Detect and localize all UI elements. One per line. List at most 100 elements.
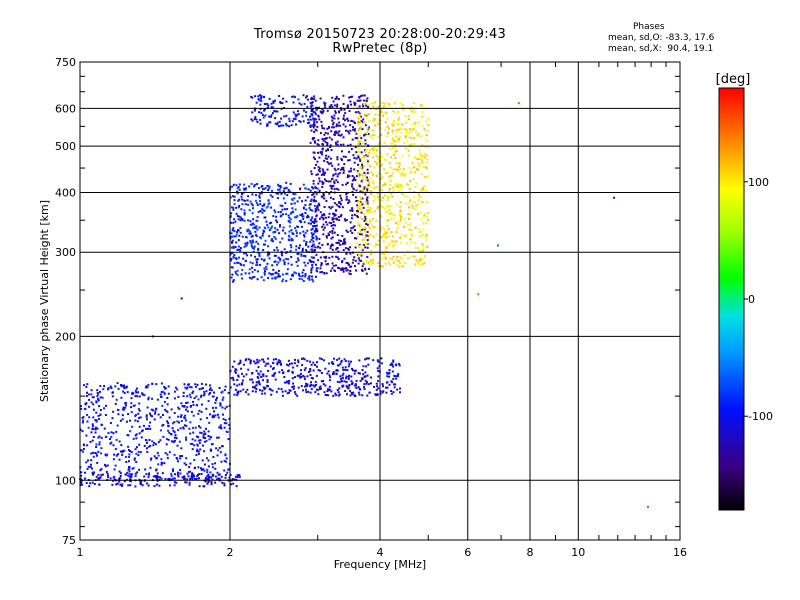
data-point <box>349 100 352 103</box>
data-point <box>317 245 320 248</box>
data-point <box>258 380 260 383</box>
data-point <box>316 224 318 227</box>
data-point <box>391 123 394 126</box>
data-point <box>322 192 325 195</box>
data-point <box>277 185 280 187</box>
data-point <box>221 406 224 409</box>
data-point <box>361 208 364 211</box>
data-point <box>425 233 428 236</box>
data-point <box>233 230 236 233</box>
data-point <box>274 117 277 120</box>
data-point <box>359 140 362 142</box>
data-point <box>358 112 361 115</box>
data-point <box>357 182 360 185</box>
data-point <box>345 377 347 380</box>
data-point <box>315 193 318 196</box>
data-point <box>205 407 208 410</box>
data-point <box>192 400 194 403</box>
data-point <box>380 362 383 365</box>
data-point <box>94 431 97 434</box>
data-point <box>390 156 392 159</box>
data-point <box>233 203 236 206</box>
data-point <box>357 142 360 145</box>
data-point <box>171 440 174 443</box>
data-point <box>87 465 90 468</box>
data-point <box>357 99 360 102</box>
data-point <box>296 257 299 260</box>
data-point <box>333 114 336 117</box>
data-point <box>339 375 342 378</box>
data-point <box>291 273 294 276</box>
data-point <box>191 473 194 476</box>
data-point <box>314 225 317 228</box>
data-point <box>315 220 318 223</box>
data-point <box>366 210 368 213</box>
data-point <box>281 394 284 397</box>
data-point <box>313 229 316 232</box>
data-point <box>268 115 271 118</box>
data-point <box>372 151 375 154</box>
data-point <box>349 273 352 276</box>
data-point <box>338 267 341 270</box>
data-point <box>212 456 215 458</box>
data-point <box>188 466 191 469</box>
data-point <box>357 201 360 204</box>
data-point <box>282 190 285 193</box>
data-point <box>302 230 305 233</box>
data-point <box>96 395 99 397</box>
data-point <box>85 395 88 397</box>
data-point <box>392 255 395 258</box>
data-point <box>349 209 352 212</box>
data-point <box>311 113 313 116</box>
data-point <box>249 261 252 264</box>
data-point <box>346 104 349 107</box>
data-point <box>417 203 419 206</box>
data-point <box>99 385 102 387</box>
data-point <box>395 168 398 171</box>
data-point <box>252 241 255 244</box>
data-point <box>295 216 298 219</box>
data-point <box>155 443 157 446</box>
data-point <box>401 265 404 268</box>
data-point <box>130 402 133 405</box>
data-point <box>334 131 336 134</box>
data-point <box>414 208 417 211</box>
data-point <box>315 275 317 278</box>
data-point <box>330 390 333 393</box>
data-point <box>309 260 312 262</box>
data-point <box>385 232 387 235</box>
data-point <box>319 151 322 154</box>
data-point <box>376 393 379 396</box>
data-point <box>242 187 245 190</box>
data-point <box>351 183 354 186</box>
data-point <box>115 398 118 401</box>
data-point <box>328 136 331 139</box>
data-point <box>298 196 301 199</box>
data-point <box>347 378 350 381</box>
data-point <box>364 215 367 218</box>
data-point <box>255 202 258 205</box>
data-point <box>418 230 421 233</box>
data-point <box>85 434 88 437</box>
data-point <box>231 252 234 255</box>
phase-stats-x: mean, sd,X: 90.4, 19.1 <box>608 44 714 54</box>
data-point <box>341 159 343 161</box>
data-point <box>321 137 324 140</box>
data-point <box>295 232 298 235</box>
data-point <box>394 185 397 187</box>
data-point <box>334 172 337 175</box>
data-point <box>303 235 306 238</box>
data-point <box>311 209 314 212</box>
data-point <box>375 154 378 157</box>
data-point <box>314 187 317 189</box>
data-point <box>314 111 317 114</box>
data-point <box>309 391 312 394</box>
data-point <box>266 254 269 257</box>
outlier-point <box>647 505 649 508</box>
data-point <box>377 239 380 242</box>
data-point <box>347 130 349 133</box>
data-point <box>312 97 315 100</box>
data-point <box>397 223 400 226</box>
data-point <box>361 157 364 159</box>
data-point <box>336 369 339 372</box>
